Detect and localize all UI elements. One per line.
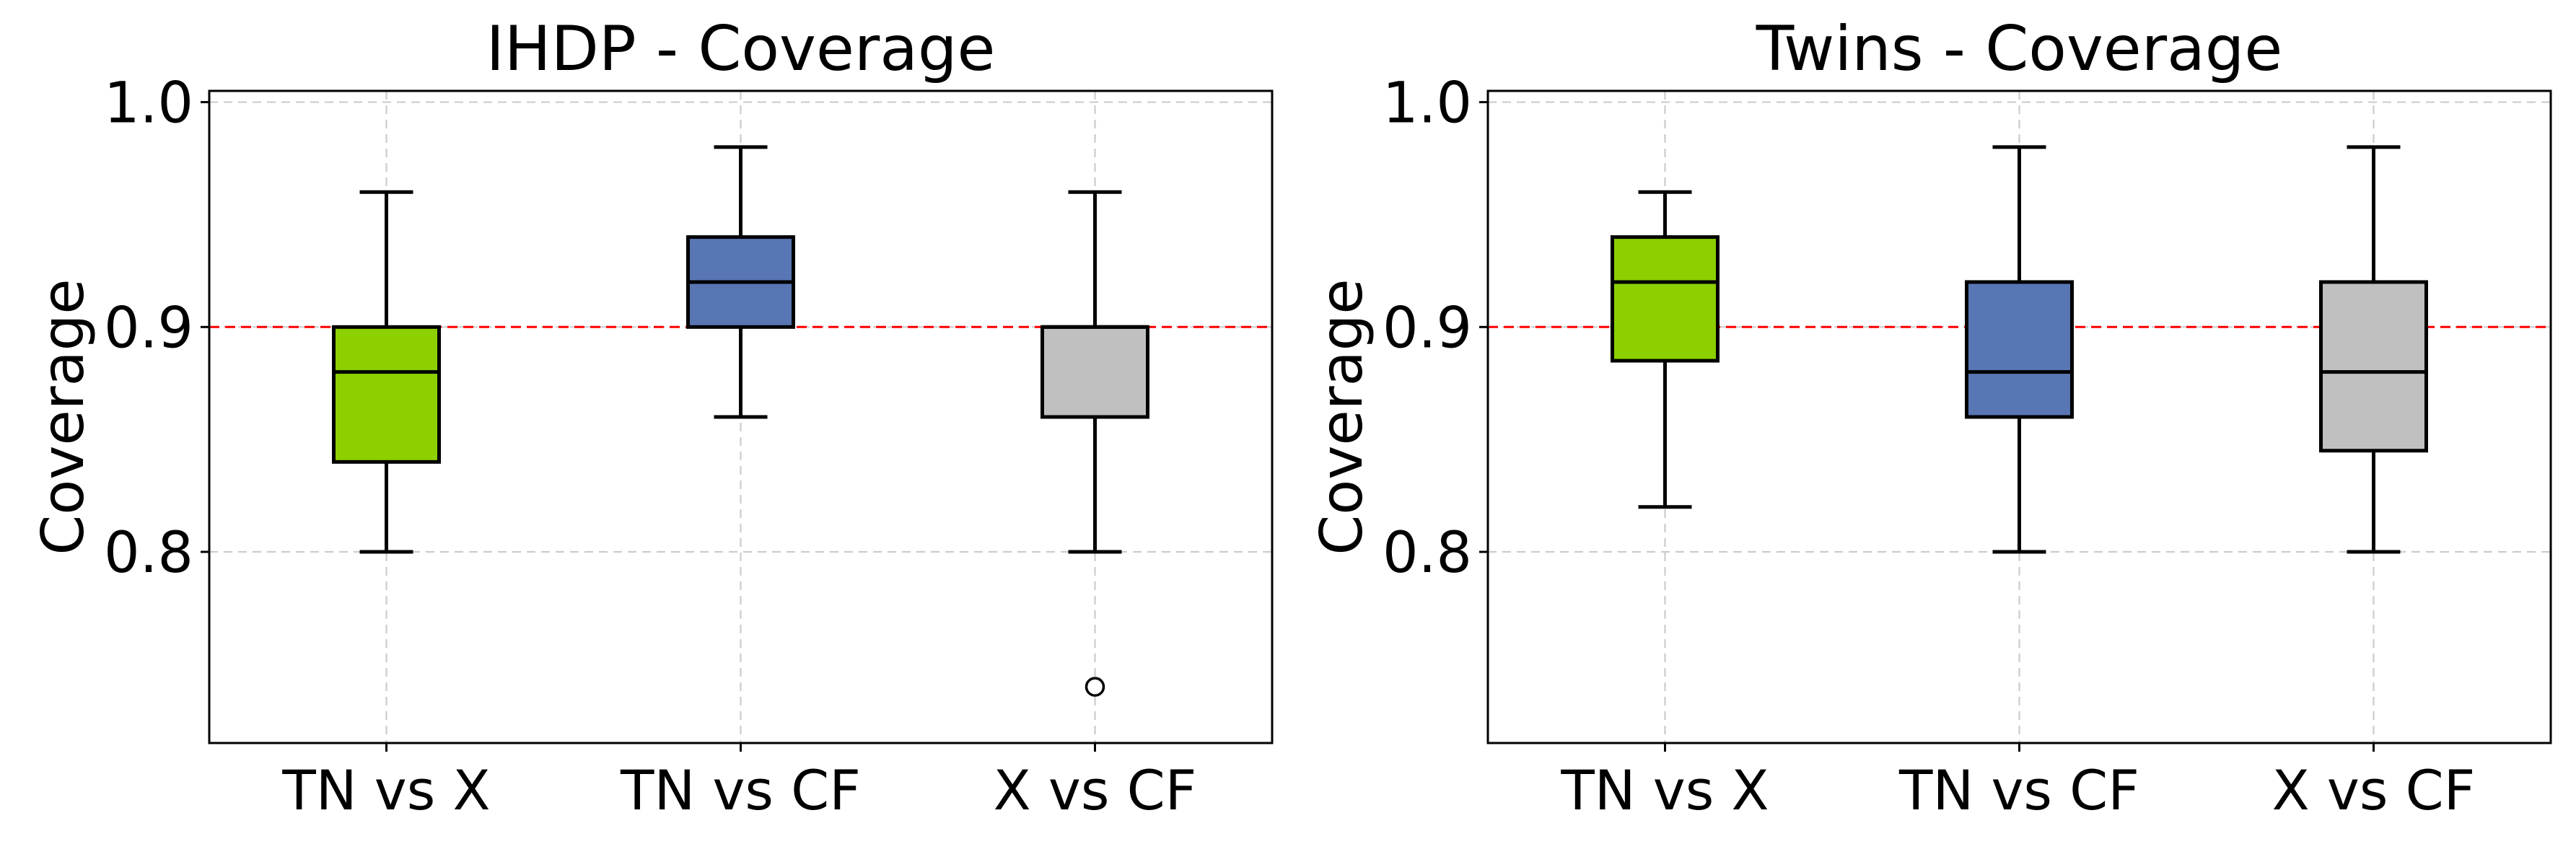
box-2: [686, 145, 795, 419]
plot-frame: [1486, 89, 2552, 744]
y-axis-label: Coverage: [1308, 278, 1375, 555]
iqr-box: [2319, 280, 2428, 453]
x-tick-label: X vs CF: [994, 758, 1197, 822]
y-tick-label: 0.9: [104, 296, 193, 361]
box-3: [1041, 190, 1149, 697]
x-tick-label: X vs CF: [2272, 758, 2476, 822]
x-tick-label: TN vs CF: [1898, 758, 2139, 822]
chart-title: IHDP - Coverage: [486, 13, 996, 85]
plot-frame: [208, 89, 1274, 744]
iqr-box: [1965, 280, 2074, 419]
x-tick-label: TN vs X: [281, 758, 490, 822]
outlier-point: [1085, 677, 1105, 697]
x-tick-label: TN vs X: [1560, 758, 1769, 822]
chart-panel-1: TN vs X TN vs CF X vs CF 0.8 0.9 1.0 IHDP - Co…: [30, 13, 1274, 822]
box-1: [1611, 190, 1719, 509]
box-3: [2319, 145, 2428, 554]
y-tick-label: 1.0: [104, 71, 193, 136]
y-tick-label: 0.9: [1383, 296, 1472, 361]
iqr-box: [1041, 325, 1149, 419]
y-tick-label: 0.8: [104, 521, 193, 586]
x-tick-label: TN vs CF: [620, 758, 861, 822]
box-2: [1965, 145, 2074, 554]
box-1: [332, 190, 441, 554]
y-axis-label: Coverage: [30, 278, 97, 555]
chart-panel-2: TN vs X TN vs CF X vs CF 0.8 0.9 1.0 Twins - C…: [1308, 13, 2552, 822]
iqr-box: [332, 325, 441, 464]
y-tick-label: 1.0: [1383, 71, 1472, 136]
chart-title: Twins - Coverage: [1756, 13, 2283, 85]
y-tick-label: 0.8: [1383, 521, 1472, 586]
iqr-box: [1611, 235, 1719, 363]
